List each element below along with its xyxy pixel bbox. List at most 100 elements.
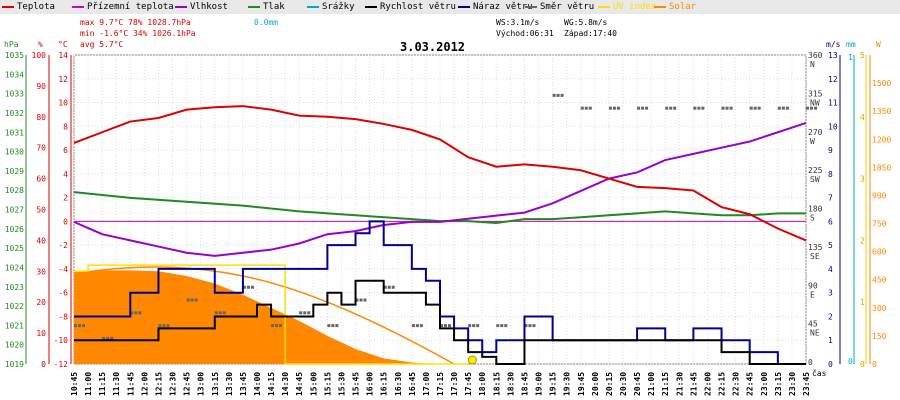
wind-dir-mark	[496, 324, 500, 328]
temp-axis-tick: 4	[63, 170, 68, 179]
stats-avg: avg 5.7°C	[80, 40, 124, 49]
x-tick-label: 12:00	[140, 372, 149, 396]
dir-axis-sub: SW	[810, 175, 820, 184]
ms-axis-tick: 5	[828, 241, 833, 250]
stats-wg: WG:5.8m/s	[564, 18, 608, 27]
x-tick-label: 12:45	[183, 372, 192, 396]
wind-dir-mark	[331, 324, 335, 328]
x-tick-label: 17:15	[436, 372, 445, 396]
dir-axis-sub: NE	[810, 329, 820, 338]
wind-dir-mark	[781, 106, 785, 110]
legend-bar: Teplota Přízemní teplota Vlhkost Tlak Srážky…	[0, 0, 900, 14]
uv-axis-tick: 5	[860, 51, 865, 60]
ms-axis-label: m/s	[826, 40, 841, 49]
w-axis-label: W	[876, 40, 881, 49]
w-axis-tick: 0	[872, 360, 877, 369]
dir-axis-sub: E	[810, 290, 815, 299]
x-tick-label: 16:30	[394, 372, 403, 396]
wind-dir-mark	[757, 106, 761, 110]
wind-dir-mark	[814, 106, 817, 110]
hpa-axis-tick: 1033	[5, 90, 24, 99]
legend-label: UV index	[613, 2, 657, 12]
dir-axis-tick: 225	[808, 166, 823, 175]
wind-dir-mark	[777, 106, 781, 110]
wind-dir-mark	[359, 298, 363, 302]
legend-swatch	[2, 5, 14, 8]
x-tick-label: 11:45	[126, 372, 135, 396]
wind-dir-mark	[363, 298, 367, 302]
ms-axis-tick: 4	[828, 265, 833, 274]
x-tick-label: 22:30	[732, 372, 741, 396]
temp-axis-tick: -12	[54, 360, 69, 369]
uv-axis-tick: 0	[860, 360, 865, 369]
hpa-axis-tick: 1032	[5, 109, 24, 118]
x-tick-label: 11:00	[84, 372, 93, 396]
legend-label: Teplota	[17, 2, 55, 12]
wind-dir-mark	[673, 106, 677, 110]
legend-swatch	[175, 5, 187, 8]
wind-dir-mark	[560, 93, 564, 97]
legend-item: Náraz větru	[458, 2, 533, 13]
pct-axis-tick: 10	[36, 329, 46, 338]
legend-swatch	[307, 5, 319, 8]
wind-dir-mark	[419, 324, 423, 328]
uv-axis-tick: 1	[860, 298, 865, 307]
ms-axis-tick: 1	[828, 336, 833, 345]
legend-label: Přízemní teplota	[87, 2, 174, 12]
dir-axis-sub: NW	[810, 98, 820, 107]
dir-axis-tick: 270	[808, 128, 823, 137]
wind-dir-mark	[472, 324, 476, 328]
legend-item: Srážky	[307, 2, 355, 13]
wind-dir-mark	[218, 311, 222, 315]
temperature-line	[73, 105, 807, 242]
x-tick-label: 22:45	[746, 372, 755, 396]
temp-axis-tick: -10	[54, 336, 69, 345]
temp-axis-tick: 6	[63, 146, 68, 155]
x-tick-label: 21:45	[689, 372, 698, 396]
x-tick-label: 23:00	[760, 372, 769, 396]
wind-dir-mark	[721, 106, 725, 110]
wind-dir-mark	[415, 324, 419, 328]
hpa-axis-tick: 1028	[5, 186, 24, 195]
ms-axis-tick: 12	[828, 75, 838, 84]
hpa-axis-tick: 1022	[5, 302, 24, 311]
x-tick-label: 17:45	[464, 372, 473, 396]
x-tick-label: 19:30	[563, 372, 572, 396]
ms-axis-tick: 11	[828, 99, 838, 108]
hpa-axis-tick: 1029	[5, 167, 24, 176]
pct-axis-tick: 20	[36, 298, 46, 307]
x-tick-label: 18:30	[506, 372, 515, 396]
hpa-axis-tick: 1034	[5, 70, 24, 79]
x-tick-label: 13:30	[225, 372, 234, 396]
hpa-axis-tick: 1019	[5, 360, 24, 369]
pct-axis-tick: 50	[36, 206, 46, 215]
w-axis-tick: 450	[872, 276, 887, 285]
wind-dir-mark	[411, 324, 415, 328]
w-axis-tick: 150	[872, 332, 887, 341]
dir-axis-tick: 360	[808, 51, 823, 60]
pct-axis-tick: 30	[36, 267, 46, 276]
dir-axis-tick: 180	[808, 205, 823, 214]
hpa-axis-tick: 1021	[5, 321, 24, 330]
humidity-line	[73, 122, 807, 257]
x-tick-label: 18:15	[492, 372, 501, 396]
ms-axis-tick: 0	[828, 360, 833, 369]
x-tick-label: 13:45	[239, 372, 248, 396]
x-tick-label: 12:30	[169, 372, 178, 396]
legend-swatch	[525, 5, 537, 8]
x-tick-label: 22:15	[718, 372, 727, 396]
sunset-marker	[467, 355, 477, 365]
wind-dir-mark	[74, 324, 77, 328]
temp-axis-tick: 2	[63, 194, 68, 203]
stats-sunset: Západ:17:40	[564, 29, 617, 38]
wind-dir-mark	[448, 324, 451, 328]
wind-dir-mark	[275, 324, 279, 328]
wind-dir-mark	[725, 106, 729, 110]
legend-label: Rychlost větru	[380, 2, 456, 12]
x-tick-label: 14:15	[267, 372, 276, 396]
legend-swatch	[248, 5, 260, 8]
ms-axis-tick: 8	[828, 170, 833, 179]
legend-item: Směr větru	[525, 2, 594, 13]
hpa-axis-tick: 1020	[5, 341, 24, 350]
temp-axis-tick: -4	[58, 265, 68, 274]
